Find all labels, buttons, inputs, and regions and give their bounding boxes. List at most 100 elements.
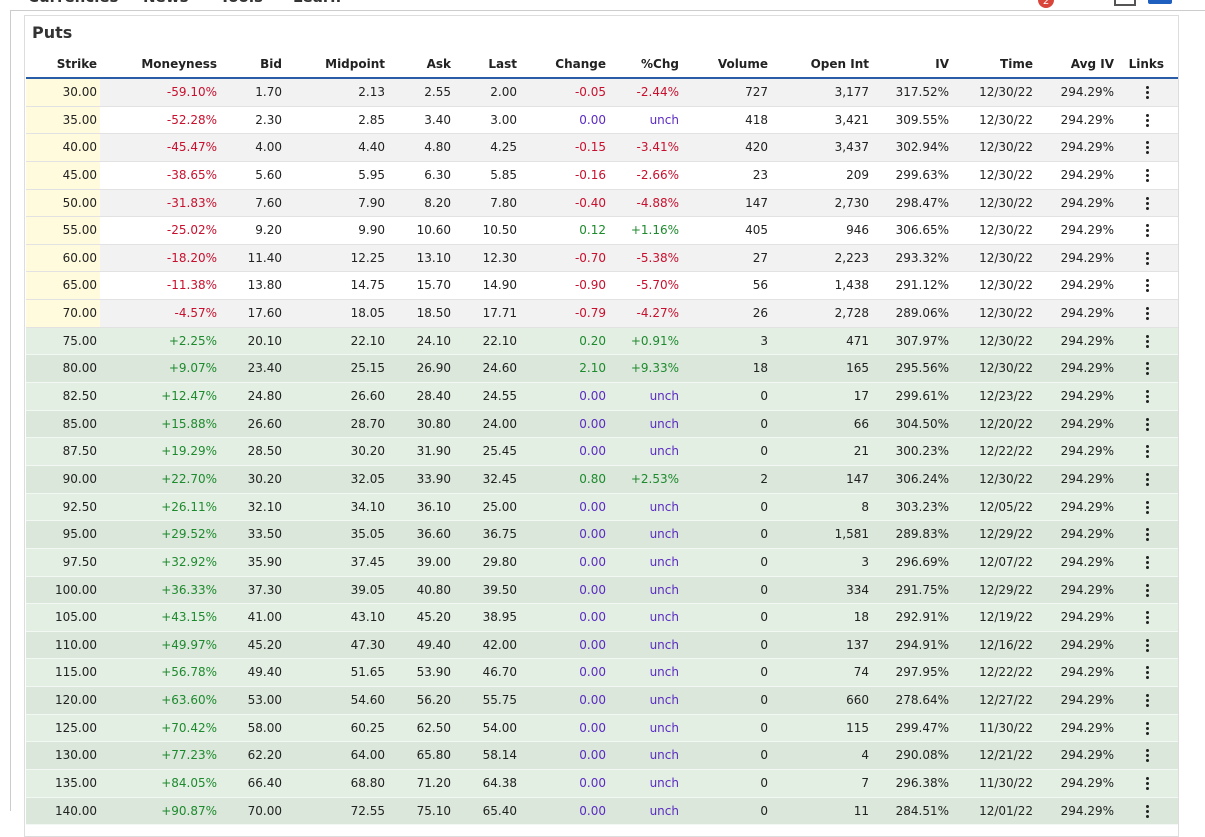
table-row <box>26 631 1178 660</box>
row-menu[interactable] <box>1146 417 1150 432</box>
table-cell: 299.47% <box>895 720 949 735</box>
table-cell: 307.97% <box>895 333 949 348</box>
row-menu[interactable] <box>1146 141 1150 155</box>
table-cell: 0 <box>760 720 768 735</box>
nav-link[interactable]: Currencies <box>28 0 118 6</box>
table-cell: 39.00 <box>416 554 451 569</box>
table-cell: 0 <box>760 416 768 431</box>
menu-dot <box>1146 455 1149 459</box>
table-cell: -3.41% <box>636 140 679 155</box>
table-cell: 294.29% <box>1060 140 1114 155</box>
menu-dot <box>1146 400 1149 404</box>
menu-dot <box>1146 482 1149 486</box>
table-cell: 40.80 <box>416 582 451 597</box>
table-cell: +49.97% <box>161 637 217 652</box>
table-cell: 299.61% <box>895 389 949 404</box>
row-menu[interactable] <box>1146 113 1150 128</box>
table-cell: unch <box>649 389 679 404</box>
nav-link[interactable]: Tools <box>220 0 263 6</box>
menu-dot <box>1146 344 1149 348</box>
table-cell: 293.32% <box>895 250 949 265</box>
table-cell: 30.00 <box>62 85 97 99</box>
row-menu[interactable] <box>1146 472 1150 487</box>
table-cell: 12/16/22 <box>979 637 1033 652</box>
table-cell: 2,223 <box>834 250 869 265</box>
menu-dot <box>1146 234 1149 238</box>
column-header: Links <box>1128 57 1164 71</box>
row-menu[interactable] <box>1146 390 1150 404</box>
table-cell: 660 <box>846 693 869 708</box>
table-cell: 46.70 <box>482 665 517 680</box>
table-cell: 130.00 <box>55 748 97 763</box>
nav-link[interactable]: Learn <box>293 0 341 6</box>
menu-icon[interactable] <box>1114 0 1136 6</box>
table-cell: 50.00 <box>62 195 97 210</box>
table-cell: 62.20 <box>247 748 282 763</box>
row-menu[interactable] <box>1146 777 1150 791</box>
table-cell: -2.44% <box>636 85 679 99</box>
table-cell: 0.00 <box>579 610 606 625</box>
nav-link[interactable]: News <box>143 0 189 6</box>
table-cell: 306.24% <box>895 471 949 486</box>
menu-dot <box>1146 676 1149 680</box>
row-menu[interactable] <box>1146 528 1150 542</box>
menu-dot <box>1146 611 1149 615</box>
notification-badge[interactable]: 2 <box>1038 0 1054 8</box>
table-row <box>26 659 1178 688</box>
row-menu[interactable] <box>1146 500 1150 515</box>
table-cell: -52.28% <box>166 112 217 127</box>
table-cell: 39.05 <box>350 582 385 597</box>
row-menu[interactable] <box>1146 721 1150 736</box>
table-cell: 53.90 <box>416 665 451 680</box>
row-menu[interactable] <box>1146 611 1150 625</box>
row-menu[interactable] <box>1146 583 1150 598</box>
table-cell: 12/29/22 <box>979 527 1033 542</box>
table-cell: 12/30/22 <box>979 195 1033 210</box>
table-cell: 100.00 <box>55 582 97 597</box>
row-menu[interactable] <box>1146 279 1150 293</box>
menu-dot <box>1146 787 1149 790</box>
row-menu[interactable] <box>1146 168 1150 183</box>
row-menu[interactable] <box>1146 334 1150 349</box>
table-cell: 294.29% <box>1060 471 1114 486</box>
table-cell: +15.88% <box>161 416 217 431</box>
row-menu[interactable] <box>1146 445 1150 459</box>
row-menu[interactable] <box>1146 307 1150 321</box>
row-menu[interactable] <box>1146 224 1150 238</box>
table-cell: -5.38% <box>636 250 679 265</box>
table-cell: 0 <box>760 389 768 404</box>
table-cell: 294.29% <box>1060 527 1114 542</box>
table-cell: -0.79 <box>574 306 606 321</box>
table-cell: 8 <box>861 499 869 514</box>
row-menu[interactable] <box>1146 251 1150 266</box>
row-menu[interactable] <box>1146 86 1150 100</box>
table-cell: 24.10 <box>416 333 451 348</box>
column-header: Volume <box>717 57 768 71</box>
row-menu[interactable] <box>1146 196 1150 211</box>
row-menu[interactable] <box>1146 749 1150 763</box>
table-cell: -31.83% <box>166 195 217 210</box>
table-row <box>26 548 1178 577</box>
table-cell: 18.50 <box>416 306 451 321</box>
row-menu[interactable] <box>1146 666 1150 680</box>
table-cell: 75.00 <box>62 333 97 348</box>
menu-dot <box>1146 593 1149 597</box>
row-menu[interactable] <box>1146 694 1150 708</box>
table-cell: +2.53% <box>630 471 679 486</box>
table-cell: +70.42% <box>161 720 217 735</box>
row-menu[interactable] <box>1146 638 1150 653</box>
table-cell: 294.29% <box>1060 499 1114 514</box>
row-menu[interactable] <box>1146 555 1150 570</box>
row-menu[interactable] <box>1146 804 1150 819</box>
menu-dot <box>1146 123 1149 127</box>
table-cell: -0.15 <box>574 140 606 155</box>
table-cell: 82.50 <box>62 389 97 404</box>
table-cell: 12/30/22 <box>979 306 1033 321</box>
row-menu[interactable] <box>1146 362 1150 376</box>
account-icon[interactable] <box>1148 0 1172 4</box>
table-cell: 294.29% <box>1060 444 1114 459</box>
table-cell: 64.00 <box>350 748 385 763</box>
table-cell: -38.65% <box>166 167 217 182</box>
menu-dot <box>1146 427 1149 431</box>
table-row <box>26 355 1178 384</box>
